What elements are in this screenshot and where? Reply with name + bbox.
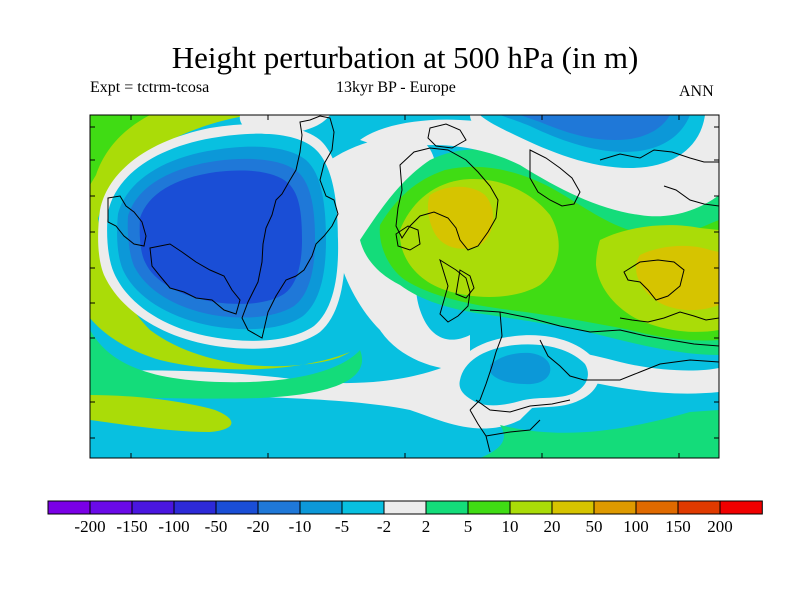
map-frame	[89, 114, 720, 459]
north-america-coast	[107, 195, 241, 315]
colorbar-swatch	[677, 500, 721, 515]
colorbar-swatch	[299, 500, 343, 515]
colorbar-tick-label: 2	[421, 517, 431, 536]
colorbar-tick-label: 100	[623, 517, 649, 536]
season-label: ANN	[679, 83, 714, 100]
colorbar-swatch	[719, 500, 763, 515]
colorbar-swatch	[47, 500, 91, 515]
colorbar-tick-label: -10	[288, 517, 312, 536]
colorbar-swatch	[635, 500, 679, 515]
colorbar-tick-label: 50	[585, 517, 603, 536]
colorbar-swatch	[425, 500, 469, 515]
period-region-label: 13kyr BP - Europe	[336, 79, 456, 96]
colorbar-tick-label: -200	[74, 517, 106, 536]
colorbar-swatch	[257, 500, 301, 515]
map-title: Height perturbation at 500 hPa (in m)	[171, 40, 639, 75]
colorbar	[47, 500, 763, 515]
iceland-coast	[427, 123, 467, 149]
colorbar-swatch	[173, 500, 217, 515]
colorbar-swatch	[509, 500, 553, 515]
british-isles-coast	[395, 225, 475, 299]
colorbar-tick-label: -100	[158, 517, 190, 536]
scandinavia-coast	[395, 147, 499, 251]
colorbar-tick-label: -150	[116, 517, 148, 536]
colorbar-swatch	[467, 500, 511, 515]
colorbar-swatch	[341, 500, 385, 515]
colorbar-swatch	[593, 500, 637, 515]
colorbar-swatch	[383, 500, 427, 515]
experiment-label: Expt = tctrm-tcosa	[90, 79, 210, 96]
colorbar-tick-label: 200	[707, 517, 733, 536]
colorbar-tick-label: -2	[376, 517, 392, 536]
colorbar-swatch	[131, 500, 175, 515]
contour-field	[90, 115, 719, 458]
colorbar-tick-label: 10	[501, 517, 519, 536]
europe-coast	[439, 258, 719, 453]
colorbar-swatch	[551, 500, 595, 515]
colorbar-tick-label: -20	[246, 517, 270, 536]
coastlines	[107, 115, 719, 453]
colorbar-swatch	[89, 500, 133, 515]
colorbar-swatch	[215, 500, 259, 515]
colorbar-tick-label: -5	[334, 517, 350, 536]
colorbar-tick-label: 5	[463, 517, 473, 536]
asia-coast	[529, 149, 719, 323]
colorbar-tick-label: -50	[204, 517, 228, 536]
colorbar-tick-label: 20	[543, 517, 561, 536]
colorbar-tick-label: 150	[665, 517, 691, 536]
greenland-coast	[241, 115, 339, 339]
